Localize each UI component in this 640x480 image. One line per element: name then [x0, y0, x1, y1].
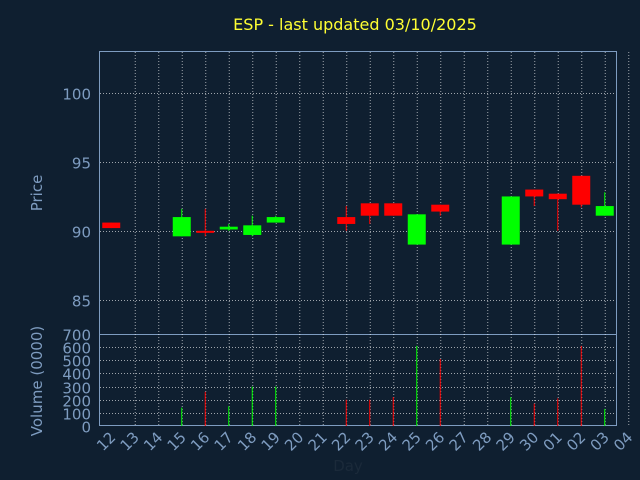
candle-body: [196, 230, 215, 233]
volume-y-tick-label: 100: [62, 406, 91, 424]
price-y-tick-label: 90: [72, 224, 91, 242]
volume-panel-frame: [99, 334, 617, 426]
volume-y-tick-label: 500: [62, 353, 91, 371]
price-y-tick-labels: 85 90 95 100: [62, 86, 91, 311]
x-tick-label: 18: [234, 428, 260, 454]
candle-body: [219, 226, 238, 230]
chart-title: ESP - last updated 03/10/2025: [233, 15, 477, 34]
volume-y-tick-label: 700: [62, 327, 91, 345]
price-y-tick-label: 95: [72, 155, 91, 173]
volume-y-tick-label: 0: [81, 419, 91, 437]
volume-bars: [181, 345, 606, 426]
x-tick-label: 20: [281, 428, 307, 454]
x-tick-label: 01: [540, 428, 566, 454]
x-tick-labels: 1213141516171819202122232425262728293001…: [93, 428, 636, 454]
price-axis-label: Price: [28, 175, 46, 212]
x-tick-label: 15: [164, 428, 190, 454]
x-tick-label: 24: [375, 428, 401, 454]
candle-body: [337, 217, 356, 224]
price-panel: 85 90 95 100: [62, 51, 630, 335]
candle-body: [243, 225, 262, 235]
volume-y-tick-label: 400: [62, 366, 91, 384]
candle-body: [431, 204, 450, 212]
x-tick-label: 27: [446, 428, 472, 454]
candle-body: [384, 203, 403, 216]
candle-body: [572, 175, 591, 205]
x-tick-label: 23: [352, 428, 378, 454]
volume-axis-label: Volume (0000): [28, 326, 46, 436]
x-tick-label: 12: [93, 428, 119, 454]
candle-body: [360, 203, 379, 216]
x-axis-label: Day: [333, 457, 363, 475]
candle-body: [595, 206, 614, 216]
volume-y-tick-label: 200: [62, 393, 91, 411]
x-tick-label: 29: [493, 428, 519, 454]
x-tick-label: 14: [140, 428, 166, 454]
candles: [102, 175, 614, 245]
candle-body: [525, 189, 544, 197]
x-tick-label: 02: [563, 428, 589, 454]
candle-body: [172, 217, 191, 237]
candle-body: [407, 214, 426, 245]
x-tick-label: 30: [516, 428, 542, 454]
volume-y-tick-label: 300: [62, 380, 91, 398]
x-tick-label: 04: [610, 428, 636, 454]
x-tick-label: 19: [258, 428, 284, 454]
x-tick-label: 03: [587, 428, 613, 454]
candle-body: [266, 217, 285, 223]
candle-body: [501, 196, 520, 245]
x-tick-label: 22: [328, 428, 354, 454]
candle-body: [548, 193, 567, 200]
x-tick-label: 26: [422, 428, 448, 454]
x-tick-label: 25: [399, 428, 425, 454]
price-y-tick-label: 100: [62, 86, 91, 104]
x-tick-label: 21: [305, 428, 331, 454]
x-tick-label: 16: [187, 428, 213, 454]
price-y-tick-label: 85: [72, 293, 91, 311]
volume-y-tick-label: 600: [62, 340, 91, 358]
x-tick-label: 17: [211, 428, 237, 454]
volume-grid: [100, 334, 630, 426]
x-tick-label: 28: [469, 428, 495, 454]
x-tick-label: 13: [117, 428, 143, 454]
price-grid: [100, 52, 630, 334]
candle-body: [102, 222, 121, 229]
